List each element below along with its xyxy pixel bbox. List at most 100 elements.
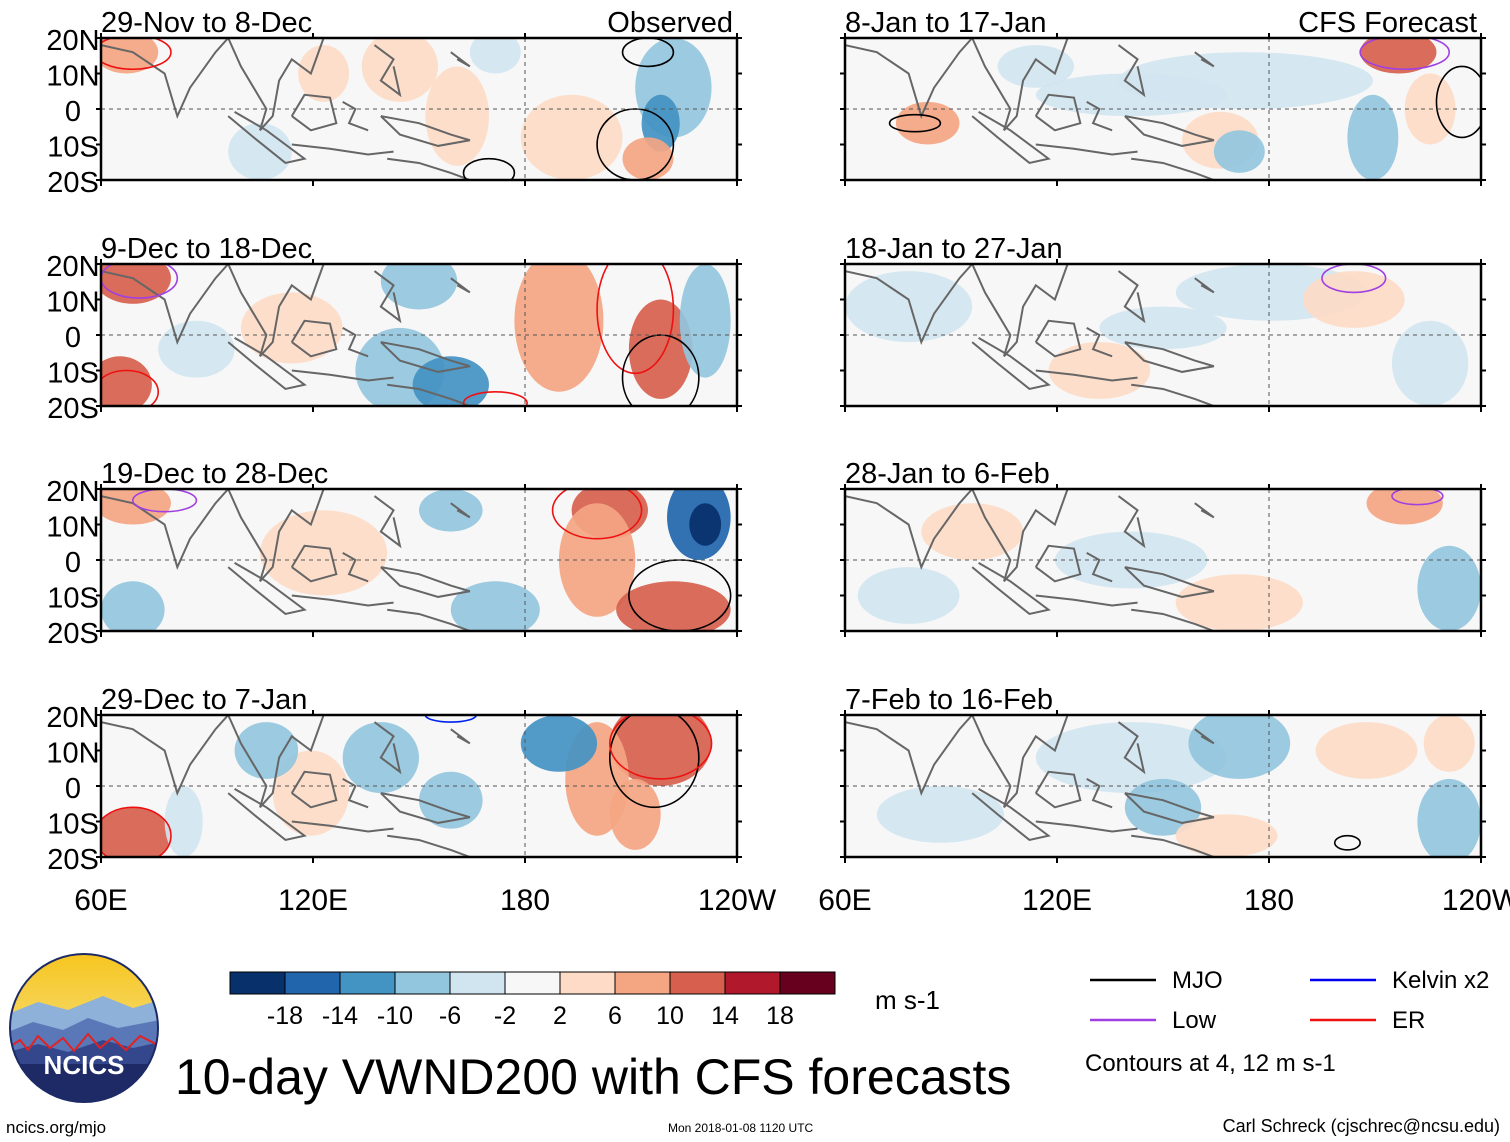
anomaly-shading xyxy=(1213,130,1265,173)
lat-label: 10N xyxy=(46,738,99,770)
anomaly-shading xyxy=(1423,715,1475,772)
lon-label: 180 xyxy=(1244,884,1294,917)
colorbar-swatch xyxy=(229,971,286,995)
coastline xyxy=(101,38,229,119)
map-panel: 18-Jan to 27-Jan xyxy=(840,233,1486,412)
anomaly-shading xyxy=(469,38,521,74)
coastline xyxy=(1086,327,1113,358)
anomaly-shading xyxy=(609,778,661,850)
coastline xyxy=(971,336,1051,391)
coastline xyxy=(450,502,471,519)
map-panel: 7-Feb to 16-Feb xyxy=(840,684,1486,863)
coastline xyxy=(1086,778,1113,809)
lon-label: 180 xyxy=(500,884,550,917)
anomaly-shading xyxy=(628,299,693,399)
coastline xyxy=(373,721,402,775)
contour-line xyxy=(462,391,528,406)
anomaly-shading xyxy=(101,38,159,74)
coastline xyxy=(1124,115,1215,147)
anomaly-shading xyxy=(520,94,623,180)
anomaly-shading xyxy=(1035,722,1227,794)
coastline xyxy=(342,101,369,132)
forecast-header: CFS Forecast xyxy=(1298,7,1477,39)
colorbar-swatch xyxy=(284,971,341,995)
anomaly-shading xyxy=(679,264,731,378)
coastline xyxy=(1117,44,1146,98)
coastline xyxy=(1086,552,1113,583)
panel-period: 18-Jan to 27-Jan xyxy=(845,233,1063,265)
coastline xyxy=(1194,502,1215,519)
lat-label: 20N xyxy=(46,702,99,734)
coastline xyxy=(1131,834,1215,857)
anomaly-shading xyxy=(298,45,350,102)
anomaly-shading xyxy=(609,715,712,786)
contour-line xyxy=(462,157,516,180)
coastline xyxy=(387,157,471,180)
anomaly-shading xyxy=(101,356,152,406)
coastline xyxy=(1194,728,1215,745)
map-panel: 28-Jan to 6-Feb xyxy=(840,458,1486,637)
coastline xyxy=(450,51,471,68)
coastline xyxy=(1131,383,1215,406)
coastline xyxy=(373,44,402,98)
anomaly-shading xyxy=(158,320,235,378)
coastline xyxy=(290,319,338,358)
anomaly-shading xyxy=(380,264,458,310)
coastline xyxy=(845,38,973,119)
colorbar-tick: -18 xyxy=(267,1002,303,1030)
anomaly-shading xyxy=(419,771,483,829)
coastline xyxy=(1124,792,1215,824)
lon-label: 60E xyxy=(74,884,127,917)
contour-line xyxy=(132,489,198,513)
anomaly-shading xyxy=(450,581,540,631)
colorbar-swatch xyxy=(394,971,451,995)
coastline xyxy=(227,264,325,357)
anomaly-shading xyxy=(1175,814,1278,857)
coastline xyxy=(845,715,973,796)
coastline xyxy=(101,715,229,796)
coastline xyxy=(1117,270,1146,324)
lat-label: 10S xyxy=(47,132,99,164)
panel-period: 19-Dec to 28-Dec xyxy=(101,458,328,490)
coastline xyxy=(1034,770,1082,809)
coastline xyxy=(845,264,973,345)
anomaly-shading xyxy=(419,489,483,532)
logo-text: NCICS xyxy=(44,1050,125,1080)
contour-line xyxy=(621,334,700,406)
lon-label: 60E xyxy=(818,884,871,917)
colorbar-swatch xyxy=(779,971,836,995)
lat-label: 0 xyxy=(65,96,81,128)
anomaly-shading xyxy=(1417,778,1481,857)
lat-label: 20N xyxy=(46,476,99,508)
contour-line xyxy=(1435,65,1481,139)
coastline xyxy=(1035,143,1138,156)
colorbar-swatch xyxy=(614,971,671,995)
anomaly-shading xyxy=(361,38,439,102)
anomaly-shading xyxy=(876,786,1005,843)
coastline xyxy=(227,38,325,131)
coastline xyxy=(971,110,1051,165)
lon-label: 120W xyxy=(1442,884,1510,917)
contour-legend: MJO Kelvin x2 Low ER xyxy=(1090,967,1489,1034)
contour-line xyxy=(621,38,675,68)
colorbar-swatch xyxy=(724,971,781,995)
coastline xyxy=(380,341,471,373)
lat-label: 10S xyxy=(47,809,99,841)
coastline xyxy=(1194,277,1215,294)
anomaly-shading xyxy=(1302,271,1405,328)
coastline xyxy=(845,489,973,570)
anomaly-shading xyxy=(689,503,722,546)
coastline xyxy=(1131,608,1215,631)
colorbar-swatch xyxy=(559,971,616,995)
lat-label: 20N xyxy=(46,25,99,57)
coastline xyxy=(227,715,325,808)
map-panel: 8-Jan to 17-Jan CFS Forecast xyxy=(840,7,1486,186)
contour-note: Contours at 4, 12 m s-1 xyxy=(1085,1050,1336,1077)
coastline xyxy=(380,792,471,824)
anomaly-shading xyxy=(228,123,292,180)
panel-period: 29-Nov to 8-Dec xyxy=(101,7,312,39)
anomaly-shading xyxy=(101,489,171,525)
panel-period: 9-Dec to 18-Dec xyxy=(101,233,312,265)
